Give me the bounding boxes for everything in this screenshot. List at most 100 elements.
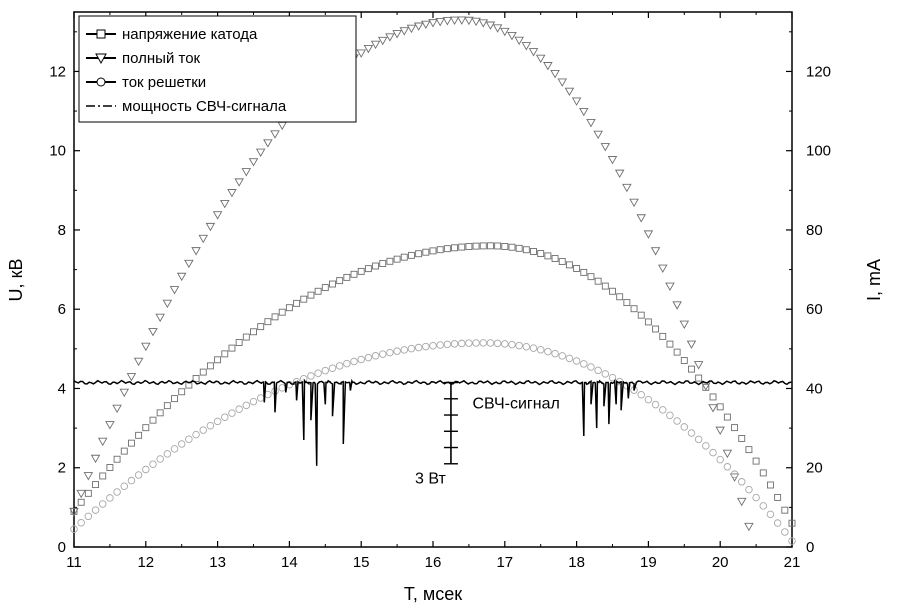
data-point: [363, 44, 374, 54]
data-point: [97, 437, 108, 447]
data-point: [673, 348, 681, 356]
data-point: [629, 198, 639, 208]
data-point: [501, 242, 509, 250]
data-point: [149, 460, 157, 468]
data-point: [377, 36, 388, 46]
series-0: [70, 242, 796, 527]
data-point: [169, 286, 180, 295]
data-point: [133, 357, 144, 367]
data-point: [399, 27, 410, 36]
data-point: [659, 332, 667, 340]
data-point: [572, 357, 581, 365]
data-point: [386, 257, 394, 265]
legend-marker: [96, 29, 106, 39]
data-point: [350, 270, 358, 278]
data-point: [443, 340, 452, 349]
y-right-tick-label: 0: [806, 539, 814, 556]
data-point: [600, 143, 611, 152]
data-point: [479, 339, 488, 347]
data-point: [234, 178, 244, 187]
series-3: [73, 378, 792, 466]
x-tick-label: 11: [66, 554, 82, 571]
data-point: [257, 323, 265, 331]
legend-entry: напряжение катода: [86, 26, 258, 43]
data-point: [307, 291, 315, 299]
legend-label: ток решетки: [122, 74, 206, 91]
data-point: [544, 252, 552, 260]
data-point: [335, 362, 344, 370]
data-point: [744, 522, 754, 532]
data-point: [83, 472, 94, 481]
legend-square-marker: [96, 29, 106, 39]
data-point: [766, 510, 775, 519]
data-point: [630, 305, 638, 313]
data-point: [686, 340, 697, 349]
x-tick-label: 17: [496, 554, 513, 571]
data-point: [788, 537, 796, 545]
data-point: [601, 370, 610, 378]
data-point: [442, 17, 453, 26]
legend-triangle-marker: [95, 53, 107, 65]
data-point: [206, 421, 215, 430]
data-point: [657, 264, 668, 273]
series-2: [70, 339, 796, 545]
data-point: [329, 280, 336, 288]
data-point: [623, 299, 631, 307]
data-point: [708, 404, 718, 413]
data-point: [464, 16, 474, 26]
data-point: [565, 354, 574, 363]
data-point: [364, 353, 373, 362]
data-point: [465, 243, 473, 250]
data-point: [594, 366, 602, 375]
data-point: [307, 372, 315, 380]
data-point: [471, 17, 481, 27]
data-point: [622, 183, 632, 193]
data-point: [580, 268, 588, 276]
data-point: [587, 363, 595, 371]
data-point: [666, 411, 674, 420]
data-point: [120, 447, 128, 455]
data-point: [263, 139, 273, 148]
data-point: [745, 446, 753, 454]
data-point: [192, 430, 200, 439]
data-point: [91, 506, 100, 514]
data-point: [493, 339, 502, 348]
data-point: [587, 273, 595, 281]
data-point: [773, 519, 782, 527]
data-point: [608, 373, 617, 382]
data-point: [729, 473, 740, 482]
data-point: [694, 435, 703, 444]
data-point: [514, 36, 524, 46]
data-point: [228, 409, 236, 417]
data-point: [185, 435, 193, 444]
data-point: [256, 394, 265, 402]
data-point: [178, 388, 186, 396]
data-point: [156, 409, 164, 417]
data-point: [449, 16, 460, 26]
data-point: [393, 347, 401, 355]
data-point: [722, 449, 733, 459]
data-point: [184, 259, 194, 269]
data-point: [429, 341, 437, 350]
data-point: [90, 454, 101, 464]
data-point: [644, 318, 652, 326]
data-point: [515, 244, 523, 252]
data-point: [614, 169, 625, 179]
data-point: [149, 416, 157, 424]
ticks: 11 12 13 14 15 16 17 18 19 20 21024681012020406080…: [49, 12, 831, 571]
data-point: [84, 512, 93, 521]
data-point: [767, 481, 774, 489]
data-point: [199, 426, 207, 434]
y-left-tick-label: 12: [49, 63, 66, 80]
data-point: [451, 244, 458, 252]
data-point: [199, 368, 207, 376]
x-tick-label: 20: [712, 554, 729, 571]
y-left-tick-label: 2: [58, 460, 66, 477]
legend-label: полный ток: [122, 50, 201, 67]
data-point: [414, 343, 423, 352]
y-left-tick-label: 6: [58, 301, 66, 318]
data-point: [636, 214, 646, 223]
data-point: [716, 455, 724, 464]
data-point: [106, 464, 114, 471]
y-left-tick-label: 0: [58, 539, 66, 556]
